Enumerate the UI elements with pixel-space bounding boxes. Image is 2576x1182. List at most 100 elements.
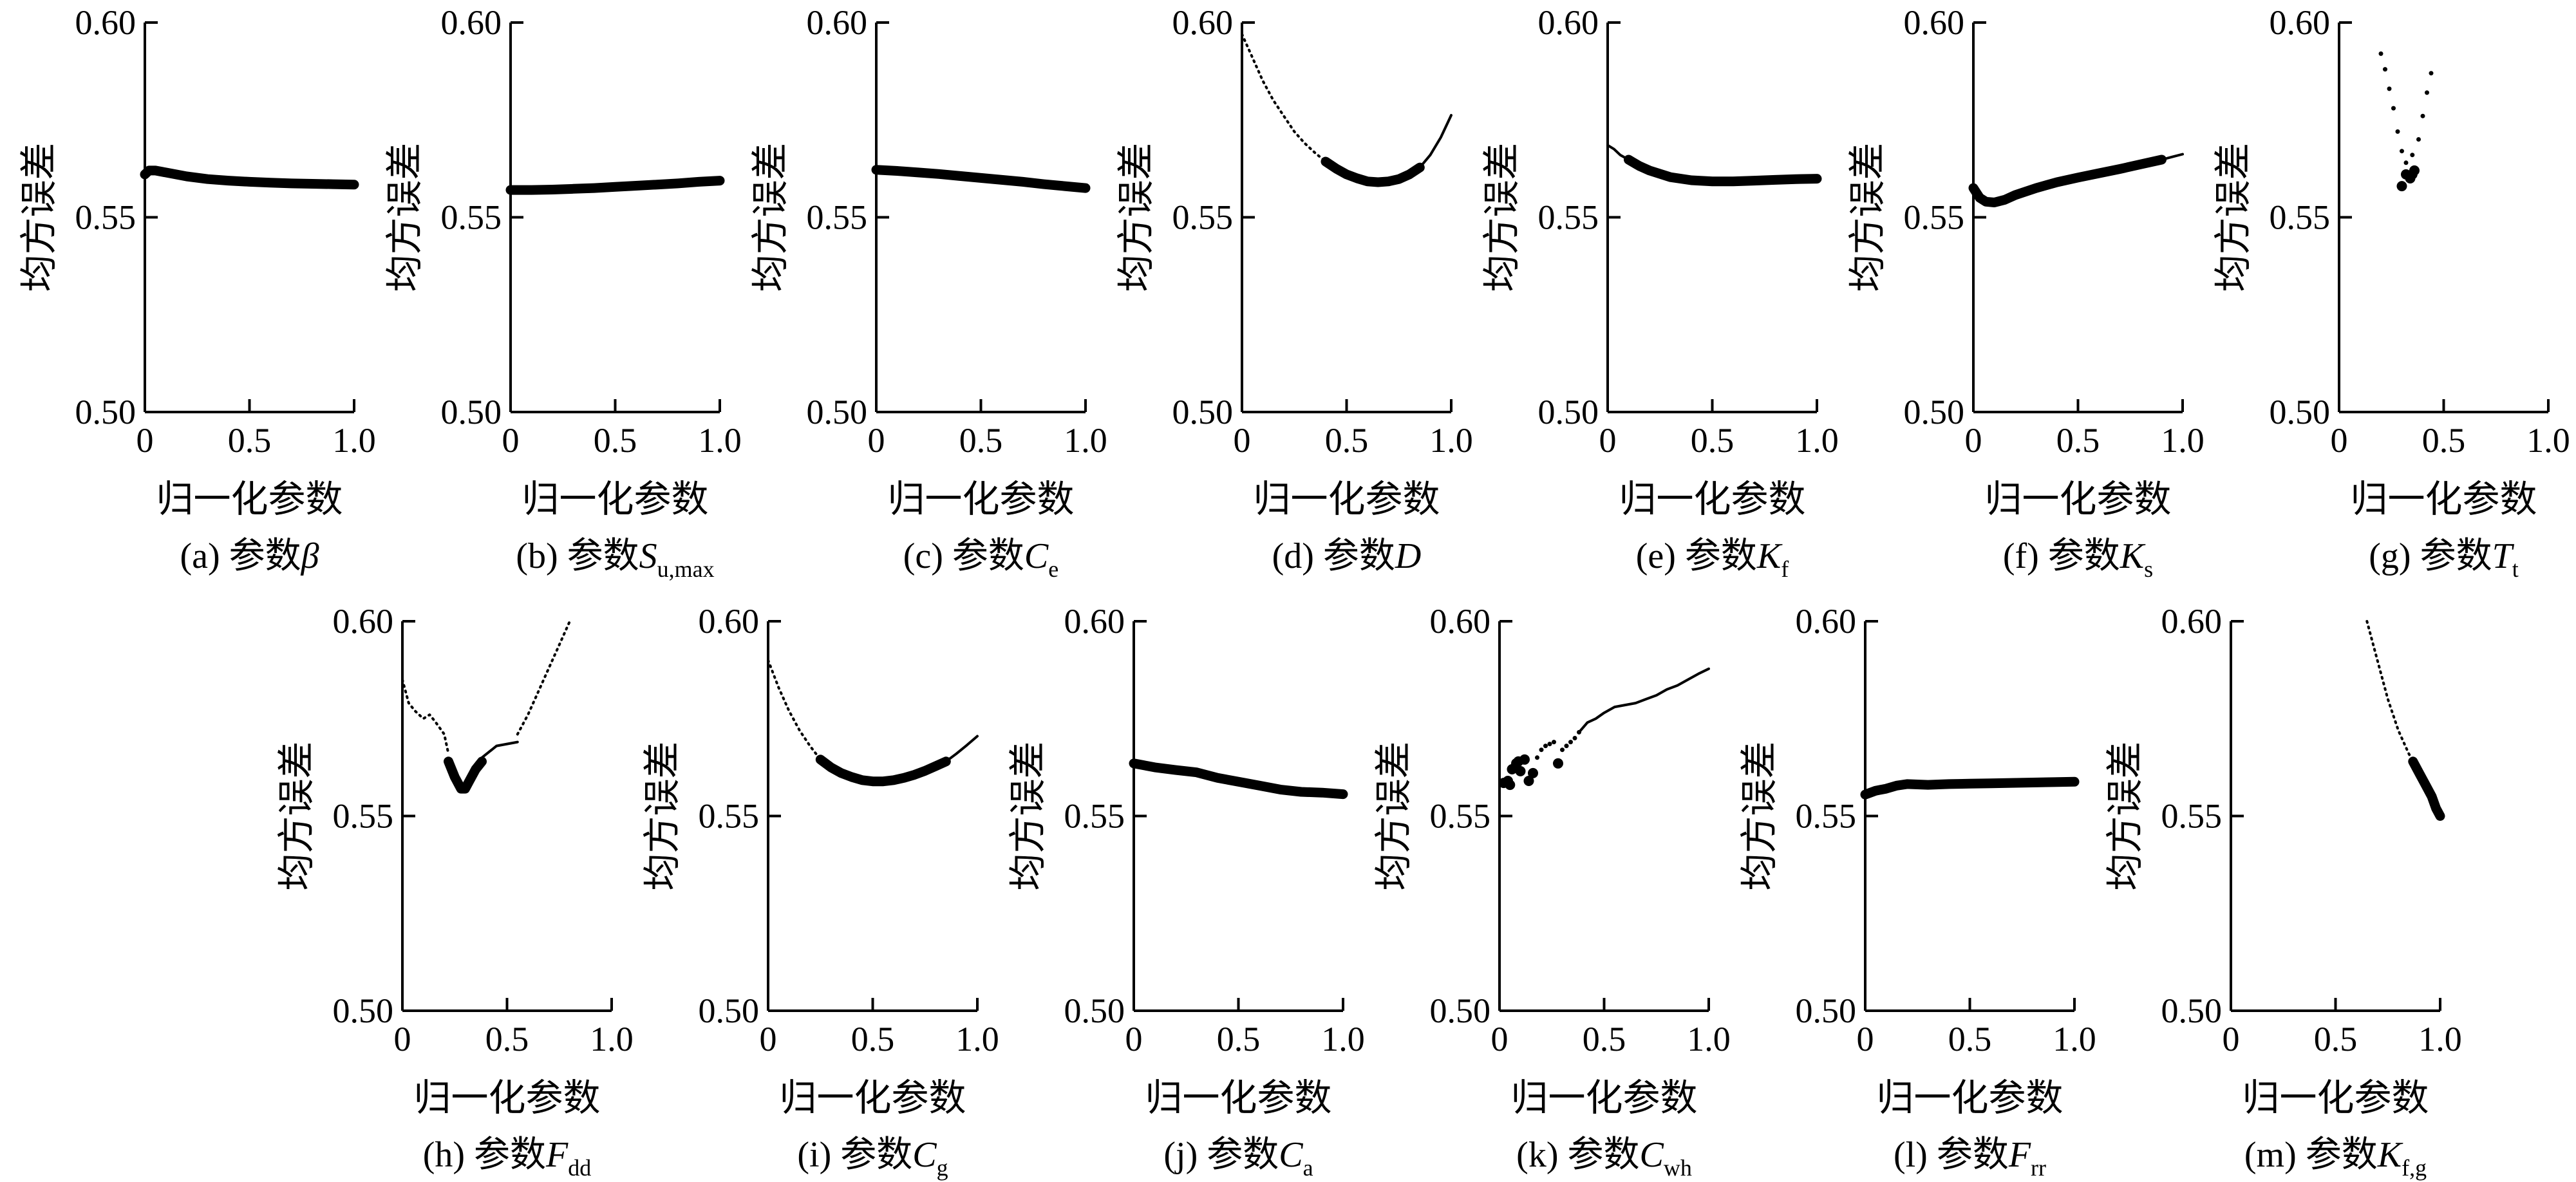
x-axis-label: 归一化参数 — [1253, 477, 1440, 521]
caption-prefix: (b) — [516, 536, 567, 576]
caption-symbol: C — [1024, 536, 1049, 576]
subplot-caption: (m) 参数Kf,g — [2244, 1134, 2427, 1181]
series-line-thick — [140, 165, 359, 190]
caption-subscript: f — [1781, 556, 1789, 582]
subplot-caption: (d) 参数D — [1272, 535, 1422, 577]
y-axis-label: 均方误差 — [1006, 741, 1049, 890]
subplot-caption: (e) 参数Kf — [1636, 535, 1789, 582]
data-point — [2395, 129, 2400, 134]
series-line-dotted — [516, 620, 571, 736]
caption-prefix: (d) — [1272, 536, 1323, 576]
series-line-thin — [1418, 114, 1453, 169]
y-tick-label: 0.60 — [807, 3, 868, 42]
caption-prefix: (c) — [903, 536, 952, 576]
caption-symbol: C — [1279, 1135, 1303, 1175]
x-axis-label: 归一化参数 — [779, 1076, 966, 1120]
caption-label: 参数 — [229, 535, 301, 577]
caption-label: 参数 — [567, 535, 639, 577]
data-point — [1505, 780, 1516, 791]
caption-label: 参数 — [1685, 535, 1757, 577]
caption-subscript: a — [1303, 1155, 1313, 1181]
x-axis-label: 归一化参数 — [1510, 1076, 1697, 1120]
caption-prefix: (a) — [180, 536, 229, 576]
caption-symbol: D — [1395, 536, 1421, 576]
caption-prefix: (f) — [2003, 536, 2048, 576]
y-axis-label: 均方误差 — [1371, 741, 1415, 890]
subplot-caption: (h) 参数Fdd — [423, 1134, 592, 1181]
y-axis-label: 均方误差 — [1845, 142, 1889, 292]
y-axis-label: 均方误差 — [1114, 142, 1158, 292]
x-axis-label: 归一化参数 — [156, 477, 343, 521]
data-point — [2403, 160, 2409, 165]
data-point — [1528, 767, 1538, 778]
data-point — [2416, 137, 2421, 142]
y-axis-label: 均方误差 — [17, 142, 61, 292]
caption-label: 参数 — [1323, 535, 1395, 577]
x-tick-label: 0.5 — [2056, 421, 2100, 460]
x-tick-label: 0.5 — [1691, 421, 1735, 460]
data-point — [1564, 744, 1569, 749]
subplot-caption: (f) 参数Ks — [2003, 535, 2153, 582]
subplot-caption: (l) 参数Frr — [1894, 1134, 2046, 1181]
x-tick-label: 0 — [1125, 1020, 1143, 1058]
x-tick-label: 1.0 — [1321, 1020, 1365, 1058]
y-tick-label: 0.60 — [1538, 3, 1599, 42]
data-point — [1535, 755, 1539, 760]
y-tick-label: 0.60 — [1904, 3, 1965, 42]
y-tick-label: 0.60 — [333, 602, 394, 641]
caption-label: 参数 — [2048, 535, 2120, 577]
caption-prefix: (j) — [1163, 1135, 1207, 1175]
caption-symbol: C — [1639, 1135, 1664, 1175]
x-axis-label: 归一化参数 — [887, 477, 1074, 521]
data-point — [2425, 90, 2429, 95]
series-line-dotted — [2365, 620, 2414, 763]
x-tick-label: 0 — [136, 421, 154, 460]
y-tick-label: 0.60 — [75, 3, 136, 42]
y-tick-label: 0.50 — [1172, 393, 1234, 431]
x-tick-label: 1.0 — [1064, 421, 1107, 460]
y-axis-label: 均方误差 — [382, 142, 426, 292]
y-axis-label: 均方误差 — [640, 741, 684, 890]
y-tick-label: 0.60 — [1172, 3, 1234, 42]
data-point — [1543, 744, 1548, 749]
y-tick-label: 0.55 — [441, 198, 502, 237]
series-line-thin — [945, 735, 979, 763]
x-tick-label: 1.0 — [1429, 421, 1473, 460]
series-line-thick — [815, 755, 951, 787]
x-tick-label: 0.5 — [485, 1020, 529, 1058]
y-tick-label: 0.50 — [75, 393, 136, 431]
series-line-thick — [1968, 155, 2167, 207]
y-tick-label: 0.50 — [441, 393, 502, 431]
caption-subscript: s — [2144, 556, 2153, 582]
x-axis-label: 归一化参数 — [1619, 477, 1805, 521]
x-axis-label: 归一化参数 — [522, 477, 708, 521]
x-axis-label: 归一化参数 — [1984, 477, 2171, 521]
y-tick-label: 0.60 — [2270, 3, 2331, 42]
subplot-caption: (b) 参数Su,max — [516, 535, 714, 582]
data-point — [1552, 740, 1556, 745]
y-tick-label: 0.55 — [2270, 198, 2331, 237]
y-tick-label: 0.55 — [75, 198, 136, 237]
x-tick-label: 0.5 — [2314, 1020, 2358, 1058]
data-point — [2400, 149, 2404, 154]
caption-prefix: (g) — [2369, 536, 2420, 576]
y-tick-label: 0.55 — [1064, 797, 1125, 836]
data-point — [1515, 765, 1526, 776]
x-tick-label: 0 — [394, 1020, 411, 1058]
x-tick-label: 0 — [1234, 421, 1251, 460]
series-line-thick — [1321, 156, 1425, 187]
series-line-thick — [444, 756, 487, 794]
x-tick-label: 0.5 — [2422, 421, 2466, 460]
data-point — [1572, 736, 1577, 740]
x-tick-label: 0 — [1857, 1020, 1874, 1058]
x-tick-label: 0.5 — [1948, 1020, 1992, 1058]
data-point — [1523, 776, 1534, 786]
x-tick-label: 0.5 — [959, 421, 1003, 460]
x-tick-label: 1.0 — [1795, 421, 1839, 460]
x-tick-label: 1.0 — [2418, 1020, 2462, 1058]
